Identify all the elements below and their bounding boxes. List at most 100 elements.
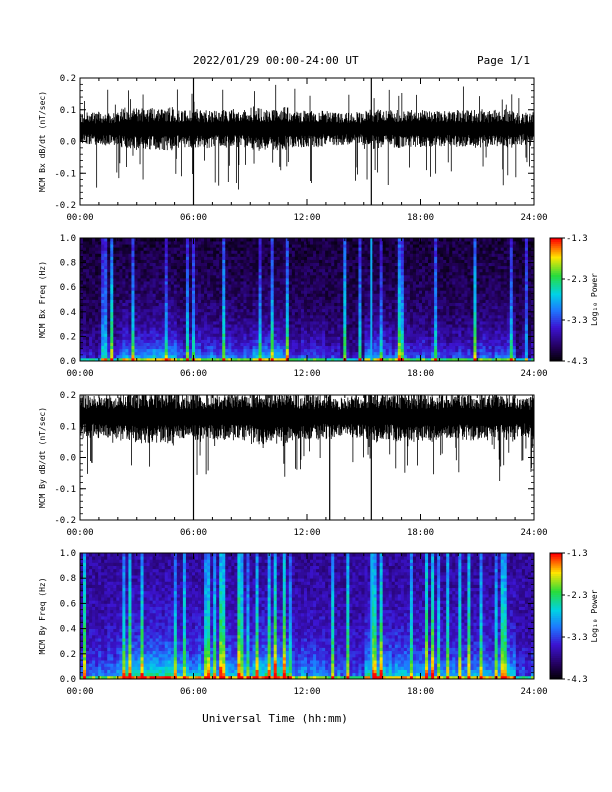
spectrogram-cell [249,324,253,328]
spectrogram-cell [231,281,235,285]
spectrogram-cell [249,327,253,331]
spectrogram-cell [219,268,223,273]
spectrogram-cell [382,268,387,273]
spectrogram-cell [98,305,102,310]
spectrogram-cell [322,253,326,257]
spectrogram-cell [83,348,87,353]
spectrogram-cell [161,302,166,307]
spectrogram-cell [86,284,90,288]
spectrogram-cell [104,311,108,316]
spectrogram-cell [294,244,299,248]
spectrogram-cell [313,299,317,303]
spectrogram-cell [334,354,338,359]
spectrogram-cell [349,274,353,279]
spectrogram-cell [415,244,420,248]
spectrogram-cell [276,345,281,350]
spectrogram-cell [440,284,444,288]
spectrogram-cell [188,259,193,263]
spectrogram-cell [422,324,426,328]
spectrogram-cell [400,330,405,334]
spectrogram-cell [367,247,371,251]
spectrogram-cell [307,321,311,325]
spectrogram-cell [331,256,335,260]
spectrogram-cell [352,284,356,288]
spectrogram-cell [322,250,326,254]
spectrogram-cell [270,256,275,260]
spectrogram-cell [231,299,235,303]
spectrogram-cell [446,284,450,288]
spectrogram-cell [131,247,135,251]
spectrogram-cell [316,357,320,362]
x-tick-label: 24:00 [520,213,547,223]
spectrogram-cell [173,287,178,291]
spectrogram-cell [122,247,126,251]
spectrogram-cell [164,317,169,322]
spectrogram-cell [207,351,211,356]
spectrogram-cell [125,336,129,340]
spectrogram-cell [110,262,114,267]
spectrogram-cell [412,339,417,343]
spectrogram-cell [152,317,157,322]
spectrogram-cell [167,238,172,242]
spectrogram-cell [391,287,396,291]
spectrogram-cell [297,336,302,340]
spectrogram-cell [349,238,353,242]
spectrogram-cell [198,339,202,343]
spectrogram-cell [288,333,293,337]
spectrogram-cell [297,354,302,359]
spectrogram-cell [400,241,405,245]
spectrogram-cell [101,311,105,316]
spectrogram-cell [446,308,450,313]
spectrogram-cell [282,259,287,263]
spectrogram-cell [164,281,169,285]
spectrogram-cell [89,274,93,279]
spectrogram-cell [406,327,411,331]
spectrogram-cell [422,247,426,251]
spectrogram-cell [273,354,278,359]
spectrogram-cell [337,268,341,273]
spectrogram-cell [300,271,305,276]
spectrogram-cell [161,321,166,325]
spectrogram-cell [255,327,259,331]
spectrogram-cell [146,354,151,359]
spectrogram-cell [379,311,384,316]
spectrogram-cell [158,293,163,297]
spectrogram-cell [179,305,184,310]
spectrogram-cell [122,305,126,310]
spectrogram-cell [161,296,166,300]
spectrogram-cell [261,271,266,276]
spectrogram-cell [228,290,232,294]
spectrogram-cell [440,324,444,328]
spectrogram-cell [422,311,426,316]
spectrogram-cell [409,314,414,319]
spectrogram-cell [294,299,299,303]
spectrogram-cell [210,339,214,343]
spectrogram-cell [101,259,105,263]
spectrogram-cell [252,348,256,353]
spectrogram-cell [143,330,147,334]
spectrogram-cell [300,357,305,362]
spectrogram-cell [270,317,275,322]
spectrogram-cell [158,256,163,260]
spectrogram-cell [119,274,123,279]
spectrogram-cell [161,271,166,276]
spectrogram-cell [418,253,423,257]
spectrogram-cell [170,271,175,276]
spectrogram-cell [83,293,87,297]
spectrogram-cell [397,250,402,254]
spectrogram-cell [167,259,172,263]
spectrogram-cell [352,268,356,273]
spectrogram-cell [228,256,232,260]
spectrogram-cell [418,265,423,270]
spectrogram-cell [119,241,123,245]
spectrogram-cell [140,339,144,343]
spectrogram-cell [294,314,299,319]
spectrogram-cell [437,354,441,359]
spectrogram-cell [195,290,199,294]
spectrogram-cell [349,351,353,356]
spectrogram-cell [282,330,287,334]
spectrogram-cell [376,311,381,316]
spectrogram-cell [107,330,111,334]
spectrogram-cell [388,281,393,285]
spectrogram-cell [167,302,172,307]
